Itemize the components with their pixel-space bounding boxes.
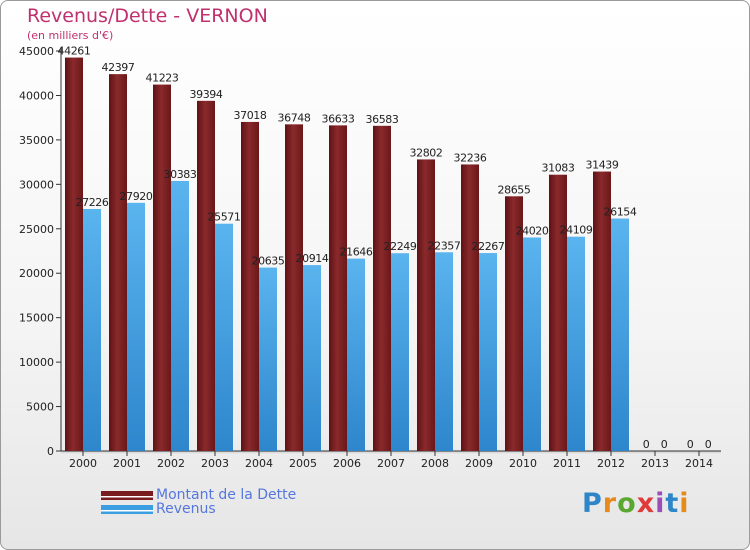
logo-letter: x	[636, 488, 656, 519]
bar-revenus	[171, 180, 189, 451]
logo-letter: P	[582, 488, 603, 519]
bar-dette	[373, 125, 391, 451]
logo-letter: i	[679, 488, 690, 519]
data-label-revenus: 0	[661, 438, 668, 451]
data-label-dette: 41223	[146, 72, 179, 85]
bar-dette	[241, 121, 259, 451]
data-label-revenus: 22267	[472, 240, 505, 253]
data-label-revenus: 21646	[340, 246, 373, 259]
bar-revenus	[567, 236, 585, 451]
x-tick-label: 2007	[377, 457, 405, 470]
bar-revenus	[83, 208, 101, 451]
data-label-revenus: 24020	[516, 224, 549, 237]
bar-revenus	[611, 218, 629, 451]
bar-revenus	[347, 258, 365, 451]
bar-dette	[109, 74, 127, 451]
data-label-revenus: 24109	[560, 224, 593, 237]
data-label-revenus: 22357	[428, 239, 461, 252]
bar-revenus	[303, 265, 321, 451]
bar-dette	[593, 171, 611, 451]
bar-dette	[417, 159, 435, 451]
legend-label-debt: Montant de la Dette	[156, 487, 297, 503]
data-label-dette: 37018	[234, 109, 267, 122]
data-label-dette: 31439	[586, 159, 619, 172]
chart-subtitle: (en milliers d'€)	[27, 29, 114, 42]
bar-revenus	[435, 252, 453, 451]
data-label-revenus: 25571	[208, 211, 241, 224]
logo-letter: r	[602, 488, 618, 519]
data-label-dette: 28655	[498, 183, 531, 196]
y-tick-label: 0	[47, 445, 54, 458]
x-tick-label: 2002	[157, 457, 185, 470]
bar-revenus	[391, 253, 409, 451]
logo-letter: t	[665, 488, 680, 519]
data-label-dette: 39394	[190, 88, 223, 101]
y-tick-label: 10000	[19, 356, 54, 369]
x-tick-label: 2004	[245, 457, 273, 470]
data-label-dette: 0	[687, 438, 694, 451]
y-tick-label: 25000	[19, 223, 54, 236]
logo-letter: o	[617, 488, 637, 519]
x-tick-label: 2006	[333, 457, 361, 470]
bar-dette	[505, 196, 523, 451]
bar-revenus	[523, 237, 541, 451]
x-tick-label: 2014	[685, 457, 713, 470]
x-tick-label: 2000	[69, 457, 97, 470]
y-tick-label: 45000	[19, 45, 54, 58]
data-label-revenus: 20914	[296, 252, 329, 265]
bar-revenus	[259, 267, 277, 451]
x-tick-label: 2001	[113, 457, 141, 470]
proxiti-logo: Proxiti	[582, 488, 690, 519]
data-label-dette: 36633	[322, 112, 355, 125]
data-label-dette: 0	[643, 438, 650, 451]
legend-label-revenus: Revenus	[156, 501, 216, 517]
x-tick-label: 2008	[421, 457, 449, 470]
bar-revenus	[479, 253, 497, 451]
data-label-dette: 32802	[410, 146, 443, 159]
bar-dette	[461, 164, 479, 452]
y-tick-label: 5000	[26, 401, 54, 414]
legend-swatch-revenus	[101, 504, 153, 514]
x-tick-label: 2013	[641, 457, 669, 470]
bar-dette	[285, 124, 303, 452]
data-label-dette: 31083	[542, 162, 575, 175]
x-tick-label: 2010	[509, 457, 537, 470]
y-tick-label: 30000	[19, 178, 54, 191]
data-label-dette: 32236	[454, 151, 487, 164]
legend-item-revenus: Revenus	[101, 501, 216, 517]
data-label-dette: 36583	[366, 113, 399, 126]
data-label-revenus: 27226	[76, 196, 109, 209]
data-label-revenus: 20635	[252, 255, 285, 268]
legend-swatch-debt	[101, 490, 153, 500]
data-label-dette: 42397	[102, 61, 135, 74]
y-tick-label: 20000	[19, 267, 54, 280]
logo-letter: i	[655, 488, 666, 519]
y-tick-label: 40000	[19, 89, 54, 102]
chart-title: Revenus/Dette - VERNON	[27, 5, 268, 27]
bar-dette	[197, 100, 215, 451]
x-tick-label: 2012	[597, 457, 625, 470]
bar-dette	[549, 174, 567, 451]
data-label-dette: 36748	[278, 111, 311, 124]
x-tick-label: 2005	[289, 457, 317, 470]
bar-revenus	[215, 223, 233, 451]
bar-revenus	[127, 202, 145, 451]
data-label-revenus: 27920	[120, 190, 153, 203]
data-label-revenus: 22249	[384, 240, 417, 253]
x-tick-label: 2011	[553, 457, 581, 470]
legend-item-debt: Montant de la Dette	[101, 487, 296, 503]
data-label-revenus: 0	[705, 438, 712, 451]
x-tick-label: 2009	[465, 457, 493, 470]
y-tick-label: 15000	[19, 312, 54, 325]
y-tick-label: 35000	[19, 134, 54, 147]
bar-dette	[329, 125, 347, 451]
data-label-revenus: 26154	[604, 206, 637, 219]
bar-dette	[65, 57, 83, 452]
data-label-revenus: 30383	[164, 168, 197, 181]
bar-dette	[153, 84, 171, 451]
data-label-dette: 44261	[58, 45, 91, 58]
x-tick-label: 2003	[201, 457, 229, 470]
